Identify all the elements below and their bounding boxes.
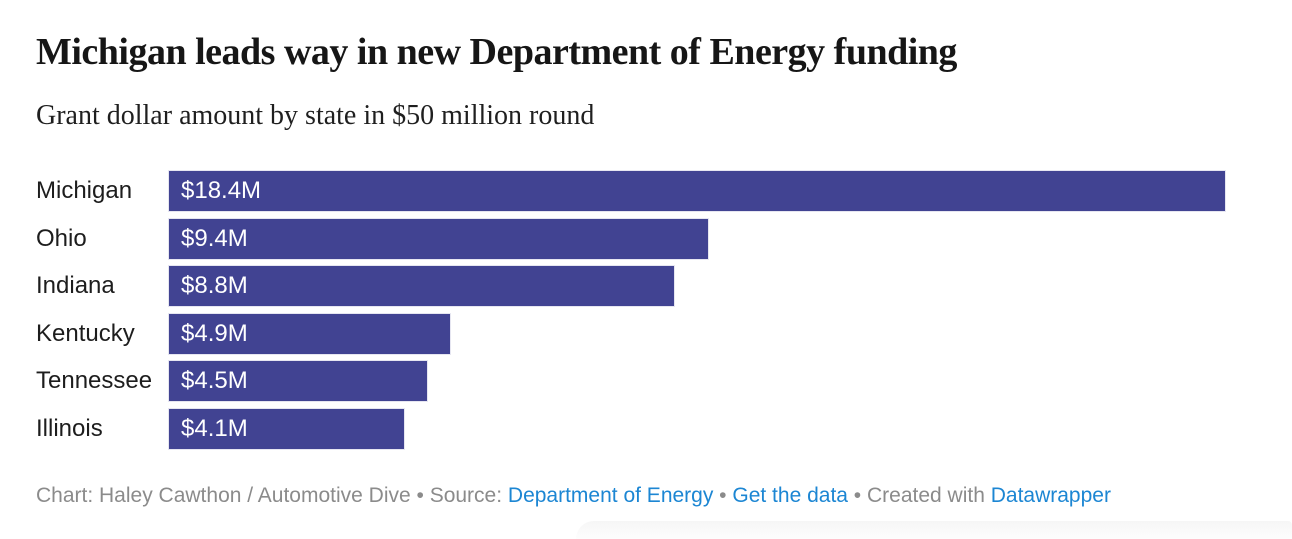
- bar-row-michigan: Michigan $18.4M: [36, 171, 1225, 211]
- footer-link-datawrapper[interactable]: Datawrapper: [990, 484, 1111, 507]
- bar-track: $4.1M: [169, 408, 1225, 449]
- category-label-kentucky: Kentucky: [36, 319, 135, 347]
- category-label-illinois: Illinois: [36, 414, 103, 442]
- chart-title: Michigan leads way in new Department of …: [36, 31, 957, 73]
- category-label-ohio: Ohio: [36, 224, 87, 252]
- bar-chart: Michigan $18.4M Ohio $9.4M Indiana $8.8M Kentu…: [36, 171, 1225, 456]
- bar-value-label: $4.5M: [181, 367, 248, 394]
- bar-value-label: $9.4M: [181, 224, 248, 252]
- bar-value-label: $4.1M: [181, 414, 248, 442]
- bar-track: $9.4M: [169, 218, 1225, 259]
- bar-illinois: $4.1M: [169, 408, 405, 449]
- category-label-tennessee: Tennessee: [36, 367, 153, 394]
- category-label-michigan: Michigan: [36, 177, 133, 204]
- chart-subtitle: Grant dollar amount by state in $50 mill…: [36, 100, 595, 131]
- bar-value-label: $4.9M: [181, 319, 248, 347]
- bar-track: $4.5M: [169, 361, 1225, 401]
- bar-michigan: $18.4M: [169, 171, 1225, 211]
- chart-footer: Chart: Haley Cawthon / Automotive Dive •…: [36, 484, 1111, 508]
- background-card-edge: [576, 521, 1292, 539]
- footer-link-department-of-energy[interactable]: Department of Energy: [507, 484, 714, 507]
- category-label-indiana: Indiana: [36, 272, 115, 299]
- bar-row-kentucky: Kentucky $4.9M: [36, 313, 1225, 354]
- bar-track: $8.8M: [169, 266, 1225, 306]
- bar-track: $18.4M: [169, 171, 1225, 211]
- bar-row-tennessee: Tennessee $4.5M: [36, 361, 1225, 401]
- bar-tennessee: $4.5M: [169, 361, 428, 401]
- bar-row-ohio: Ohio $9.4M: [36, 218, 1225, 259]
- footer-text: •: [713, 484, 733, 507]
- footer-link-get-the-data[interactable]: Get the data: [732, 484, 848, 507]
- bar-value-label: $8.8M: [181, 272, 248, 299]
- bar-row-illinois: Illinois $4.1M: [36, 408, 1225, 449]
- bar-value-label: $18.4M: [181, 177, 262, 204]
- bar-ohio: $9.4M: [169, 218, 709, 259]
- bar-row-indiana: Indiana $8.8M: [36, 266, 1225, 306]
- bar-track: $4.9M: [169, 313, 1225, 354]
- footer-text: Chart: Haley Cawthon / Automotive Dive •…: [36, 484, 508, 507]
- footer-text: • Created with: [847, 484, 991, 507]
- bar-kentucky: $4.9M: [169, 313, 451, 354]
- bar-indiana: $8.8M: [169, 266, 675, 306]
